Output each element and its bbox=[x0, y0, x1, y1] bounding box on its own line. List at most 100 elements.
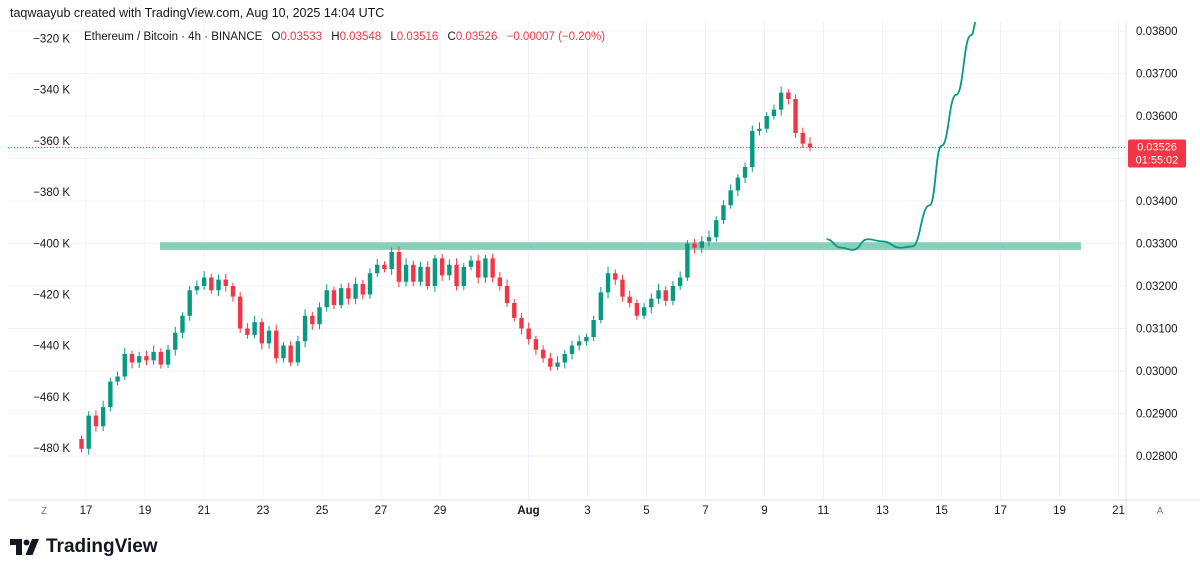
candle bbox=[742, 162, 748, 184]
candle-body bbox=[93, 415, 99, 427]
price-chart[interactable]: −320 K −340 K −360 K −380 K −400 K −420 K −440… bbox=[0, 19, 1200, 522]
candle-body bbox=[281, 345, 286, 359]
right-axis-tick-label: 0.03200 bbox=[1136, 281, 1178, 293]
last-price-badge bbox=[1128, 139, 1186, 168]
right-axis-tick-label: 0.03800 bbox=[1136, 26, 1178, 38]
candle-body bbox=[194, 286, 200, 291]
candle-body bbox=[699, 241, 705, 248]
candle-body bbox=[562, 354, 567, 363]
candle-body bbox=[533, 339, 539, 350]
candle-body bbox=[223, 279, 228, 286]
candle-body bbox=[447, 264, 452, 276]
time-axis-tick-label: 17 bbox=[80, 505, 93, 517]
candle bbox=[512, 299, 517, 322]
candle bbox=[274, 324, 279, 364]
candle bbox=[504, 279, 510, 307]
tradingview-logo[interactable]: TradingView bbox=[10, 536, 158, 558]
candle-body bbox=[670, 286, 676, 301]
candle bbox=[425, 260, 430, 290]
candle-body bbox=[382, 264, 387, 269]
right-axis-tick-label: 0.03700 bbox=[1136, 69, 1178, 81]
candle bbox=[569, 340, 575, 360]
candle bbox=[548, 352, 553, 371]
candle bbox=[800, 127, 805, 149]
candle bbox=[634, 299, 640, 320]
candle bbox=[656, 283, 661, 305]
right-axis-tick-label: 0.03600 bbox=[1136, 111, 1178, 123]
candle bbox=[533, 335, 539, 355]
candle-body bbox=[108, 381, 113, 408]
candle bbox=[418, 261, 423, 286]
candle bbox=[201, 271, 207, 290]
candle bbox=[483, 254, 488, 283]
candle-body bbox=[216, 279, 221, 291]
candle bbox=[100, 400, 106, 432]
candle-body bbox=[512, 303, 517, 318]
candle bbox=[295, 335, 301, 366]
candle bbox=[728, 184, 733, 209]
candle bbox=[721, 200, 726, 225]
legend-open-value: 0.03533 bbox=[280, 31, 323, 43]
candle-body bbox=[728, 190, 733, 206]
candle-body bbox=[692, 243, 697, 248]
candle bbox=[526, 322, 531, 345]
candle bbox=[771, 104, 777, 120]
legend-low-label: L bbox=[390, 31, 397, 43]
candle-body bbox=[454, 264, 459, 286]
chart-area[interactable]: −320 K −340 K −360 K −380 K −400 K −420 K −440… bbox=[0, 19, 1200, 522]
last-price-countdown: 01:55:02 bbox=[1136, 154, 1179, 166]
candle bbox=[209, 273, 214, 294]
candle-body bbox=[360, 283, 366, 295]
candle bbox=[317, 302, 322, 330]
candle-body bbox=[115, 376, 120, 382]
candle bbox=[670, 281, 676, 306]
candle-body bbox=[519, 317, 524, 329]
legend-symbol: Ethereum / Bitcoin · 4h · BINANCE bbox=[84, 31, 263, 43]
candle bbox=[447, 259, 452, 281]
candle-body bbox=[663, 290, 668, 301]
candle bbox=[331, 286, 337, 310]
candle-body bbox=[158, 351, 164, 365]
candle-body bbox=[742, 167, 748, 178]
candle-body bbox=[677, 277, 683, 286]
time-axis-tick-label: 25 bbox=[316, 505, 329, 517]
candle bbox=[158, 347, 164, 369]
candle bbox=[310, 311, 315, 330]
legend-high-label: H bbox=[331, 31, 340, 43]
candle bbox=[764, 112, 769, 133]
candle-body bbox=[627, 296, 632, 303]
candle-body bbox=[735, 177, 741, 191]
candle-body bbox=[461, 266, 466, 286]
left-axis-tick-label: −380 K bbox=[33, 187, 70, 199]
candle-body bbox=[100, 407, 106, 427]
candle-body bbox=[86, 415, 91, 449]
candle-body bbox=[750, 130, 755, 167]
time-axis-tick-label: 29 bbox=[434, 505, 447, 517]
candle-body bbox=[468, 260, 474, 267]
candle bbox=[555, 356, 560, 371]
candle-body bbox=[353, 283, 358, 299]
candle-body bbox=[771, 109, 777, 116]
left-axis-tick-label: −360 K bbox=[33, 136, 70, 148]
candle-body bbox=[778, 92, 784, 110]
candle-body bbox=[411, 264, 416, 282]
last-price-value: 0.03526 bbox=[1137, 141, 1177, 153]
time-axis-tick-label: 21 bbox=[198, 505, 211, 517]
candle-body bbox=[295, 341, 301, 363]
candle-body bbox=[497, 277, 503, 286]
tradingview-logo-text: TradingView bbox=[46, 536, 158, 557]
candle-body bbox=[79, 439, 84, 449]
candle-body bbox=[137, 356, 142, 363]
candle-body bbox=[180, 315, 185, 333]
candle-body bbox=[375, 264, 380, 274]
candle-body bbox=[230, 286, 236, 297]
candle-body bbox=[331, 290, 337, 306]
candle bbox=[685, 240, 690, 281]
support-zone bbox=[160, 242, 1081, 250]
candle-body bbox=[209, 277, 214, 291]
candle-body bbox=[310, 315, 315, 325]
candle-body bbox=[757, 128, 762, 131]
candle bbox=[714, 216, 719, 242]
candle bbox=[93, 410, 99, 432]
